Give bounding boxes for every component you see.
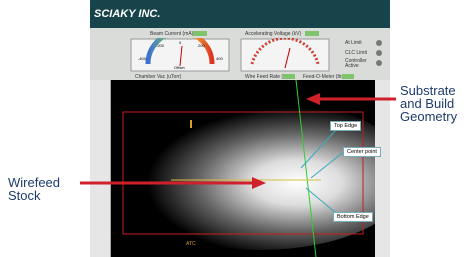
arrows — [0, 0, 469, 257]
arrow-head — [306, 93, 320, 105]
arrow-head — [252, 177, 266, 189]
annotation: Substrate and Build Geometry — [400, 84, 468, 123]
annotation: Wirefeed Stock — [8, 176, 68, 202]
page: SCIAKY INC. Beam Current (mA) -400 -200 … — [0, 0, 469, 257]
